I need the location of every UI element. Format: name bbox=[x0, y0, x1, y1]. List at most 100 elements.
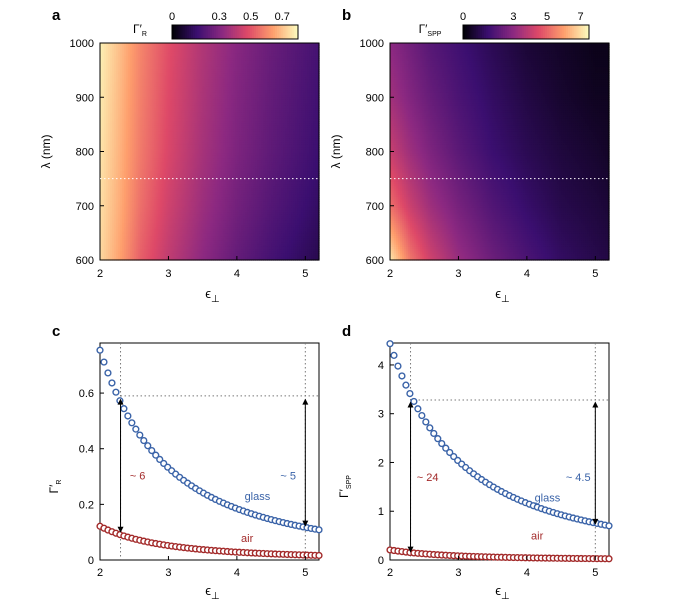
heatmap-cell bbox=[183, 56, 187, 59]
heatmap-cell bbox=[285, 79, 288, 83]
heatmap-cell bbox=[135, 66, 139, 70]
heatmap-cell bbox=[235, 71, 238, 74]
heatmap-cell bbox=[221, 73, 225, 77]
heatmap-cell bbox=[139, 53, 143, 57]
heatmap-cell bbox=[293, 53, 296, 57]
heatmap-cell bbox=[177, 75, 181, 79]
heatmap-cell bbox=[217, 56, 221, 59]
heatmap-cell bbox=[133, 79, 137, 83]
heatmap-cell bbox=[147, 64, 151, 68]
heatmap-cell bbox=[189, 45, 193, 48]
heatmap-cell bbox=[165, 77, 169, 81]
heatmap-cell bbox=[189, 69, 193, 72]
heatmap-cell bbox=[245, 51, 248, 55]
heatmap-cell bbox=[257, 51, 260, 55]
heatmap-cell bbox=[193, 45, 197, 48]
heatmap-cell bbox=[129, 73, 133, 77]
heatmap-cell bbox=[215, 73, 219, 77]
heatmap-cell bbox=[165, 82, 169, 85]
heatmap-cell bbox=[277, 75, 280, 79]
heatmap-cell bbox=[253, 77, 256, 81]
heatmap-cell bbox=[229, 45, 232, 48]
heatmap-cell bbox=[233, 77, 236, 81]
heatmap-cell bbox=[263, 79, 266, 83]
heatmap-cell bbox=[175, 77, 179, 81]
heatmap-cell bbox=[231, 71, 234, 74]
heatmap-cell bbox=[313, 43, 316, 46]
heatmap-cell bbox=[137, 64, 141, 68]
heatmap-cell bbox=[131, 58, 135, 61]
heatmap-cell bbox=[173, 45, 177, 48]
heatmap-cell bbox=[171, 45, 175, 48]
heatmap-cell bbox=[207, 69, 211, 72]
heatmap-cell bbox=[169, 79, 173, 83]
heatmap-cell bbox=[177, 79, 181, 83]
heatmap-cell bbox=[131, 49, 135, 53]
heatmap-cell bbox=[133, 75, 137, 79]
heatmap-cell bbox=[105, 47, 109, 51]
heatmap-cell bbox=[235, 75, 238, 79]
heatmap-cell bbox=[143, 73, 147, 77]
heatmap-cell bbox=[127, 49, 131, 53]
heatmap-cell bbox=[147, 49, 151, 53]
heatmap-cell bbox=[181, 47, 185, 51]
heatmap-cell bbox=[243, 56, 246, 59]
heatmap-cell bbox=[141, 49, 145, 53]
heatmap-cell bbox=[197, 53, 201, 57]
heatmap-cell bbox=[317, 79, 320, 83]
heatmap-cell bbox=[293, 58, 296, 61]
heatmap-cell bbox=[113, 71, 117, 74]
heatmap-cell bbox=[261, 43, 264, 46]
heatmap-cell bbox=[111, 75, 115, 79]
heatmap-cell bbox=[117, 73, 121, 77]
heatmap-cell bbox=[241, 56, 244, 59]
heatmap-cell bbox=[107, 51, 111, 55]
heatmap-cell bbox=[157, 77, 161, 81]
heatmap-cell bbox=[103, 56, 107, 59]
heatmap-cell bbox=[251, 75, 254, 79]
heatmap-cell bbox=[219, 45, 223, 48]
heatmap-cell bbox=[171, 82, 175, 85]
heatmap-cell bbox=[221, 69, 225, 72]
heatmap-cell bbox=[143, 45, 147, 48]
heatmap-cell bbox=[219, 73, 223, 77]
heatmap-cell bbox=[227, 58, 231, 61]
heatmap-cell bbox=[153, 77, 157, 81]
heatmap-cell bbox=[227, 82, 231, 85]
heatmap-cell bbox=[239, 53, 242, 57]
heatmap-cell bbox=[315, 77, 318, 81]
heatmap-cell bbox=[217, 64, 221, 68]
heatmap-cell bbox=[245, 49, 248, 53]
heatmap-cell bbox=[191, 77, 195, 81]
heatmap-cell bbox=[129, 45, 133, 48]
heatmap-cell bbox=[155, 64, 159, 68]
heatmap-cell bbox=[101, 47, 105, 51]
heatmap-cell bbox=[107, 45, 111, 48]
heatmap-cell bbox=[245, 62, 248, 66]
heatmap-cell bbox=[257, 79, 260, 83]
heatmap-cell bbox=[121, 53, 125, 57]
heatmap-cell bbox=[283, 71, 286, 74]
heatmap-cell bbox=[123, 75, 127, 79]
heatmap-cell bbox=[267, 47, 270, 51]
heatmap-cell bbox=[245, 47, 248, 51]
heatmap-cell bbox=[217, 60, 221, 64]
heatmap-cell bbox=[239, 43, 242, 46]
heatmap-cell bbox=[237, 47, 240, 51]
heatmap-cell bbox=[225, 60, 229, 64]
heatmap-cell bbox=[249, 66, 252, 70]
heatmap-cell bbox=[209, 64, 213, 68]
heatmap-cell bbox=[133, 53, 137, 57]
heatmap-cell bbox=[167, 73, 171, 77]
heatmap-cell bbox=[115, 60, 119, 64]
heatmap-cell bbox=[185, 60, 189, 64]
heatmap-cell bbox=[233, 82, 236, 85]
heatmap-cell bbox=[155, 45, 159, 48]
heatmap-cell bbox=[255, 75, 258, 79]
heatmap-cell bbox=[253, 43, 256, 46]
heatmap-cell bbox=[101, 64, 105, 68]
heatmap-cell bbox=[135, 45, 139, 48]
heatmap-cell bbox=[135, 77, 139, 81]
heatmap-cell bbox=[251, 62, 254, 66]
heatmap-cell bbox=[141, 53, 145, 57]
